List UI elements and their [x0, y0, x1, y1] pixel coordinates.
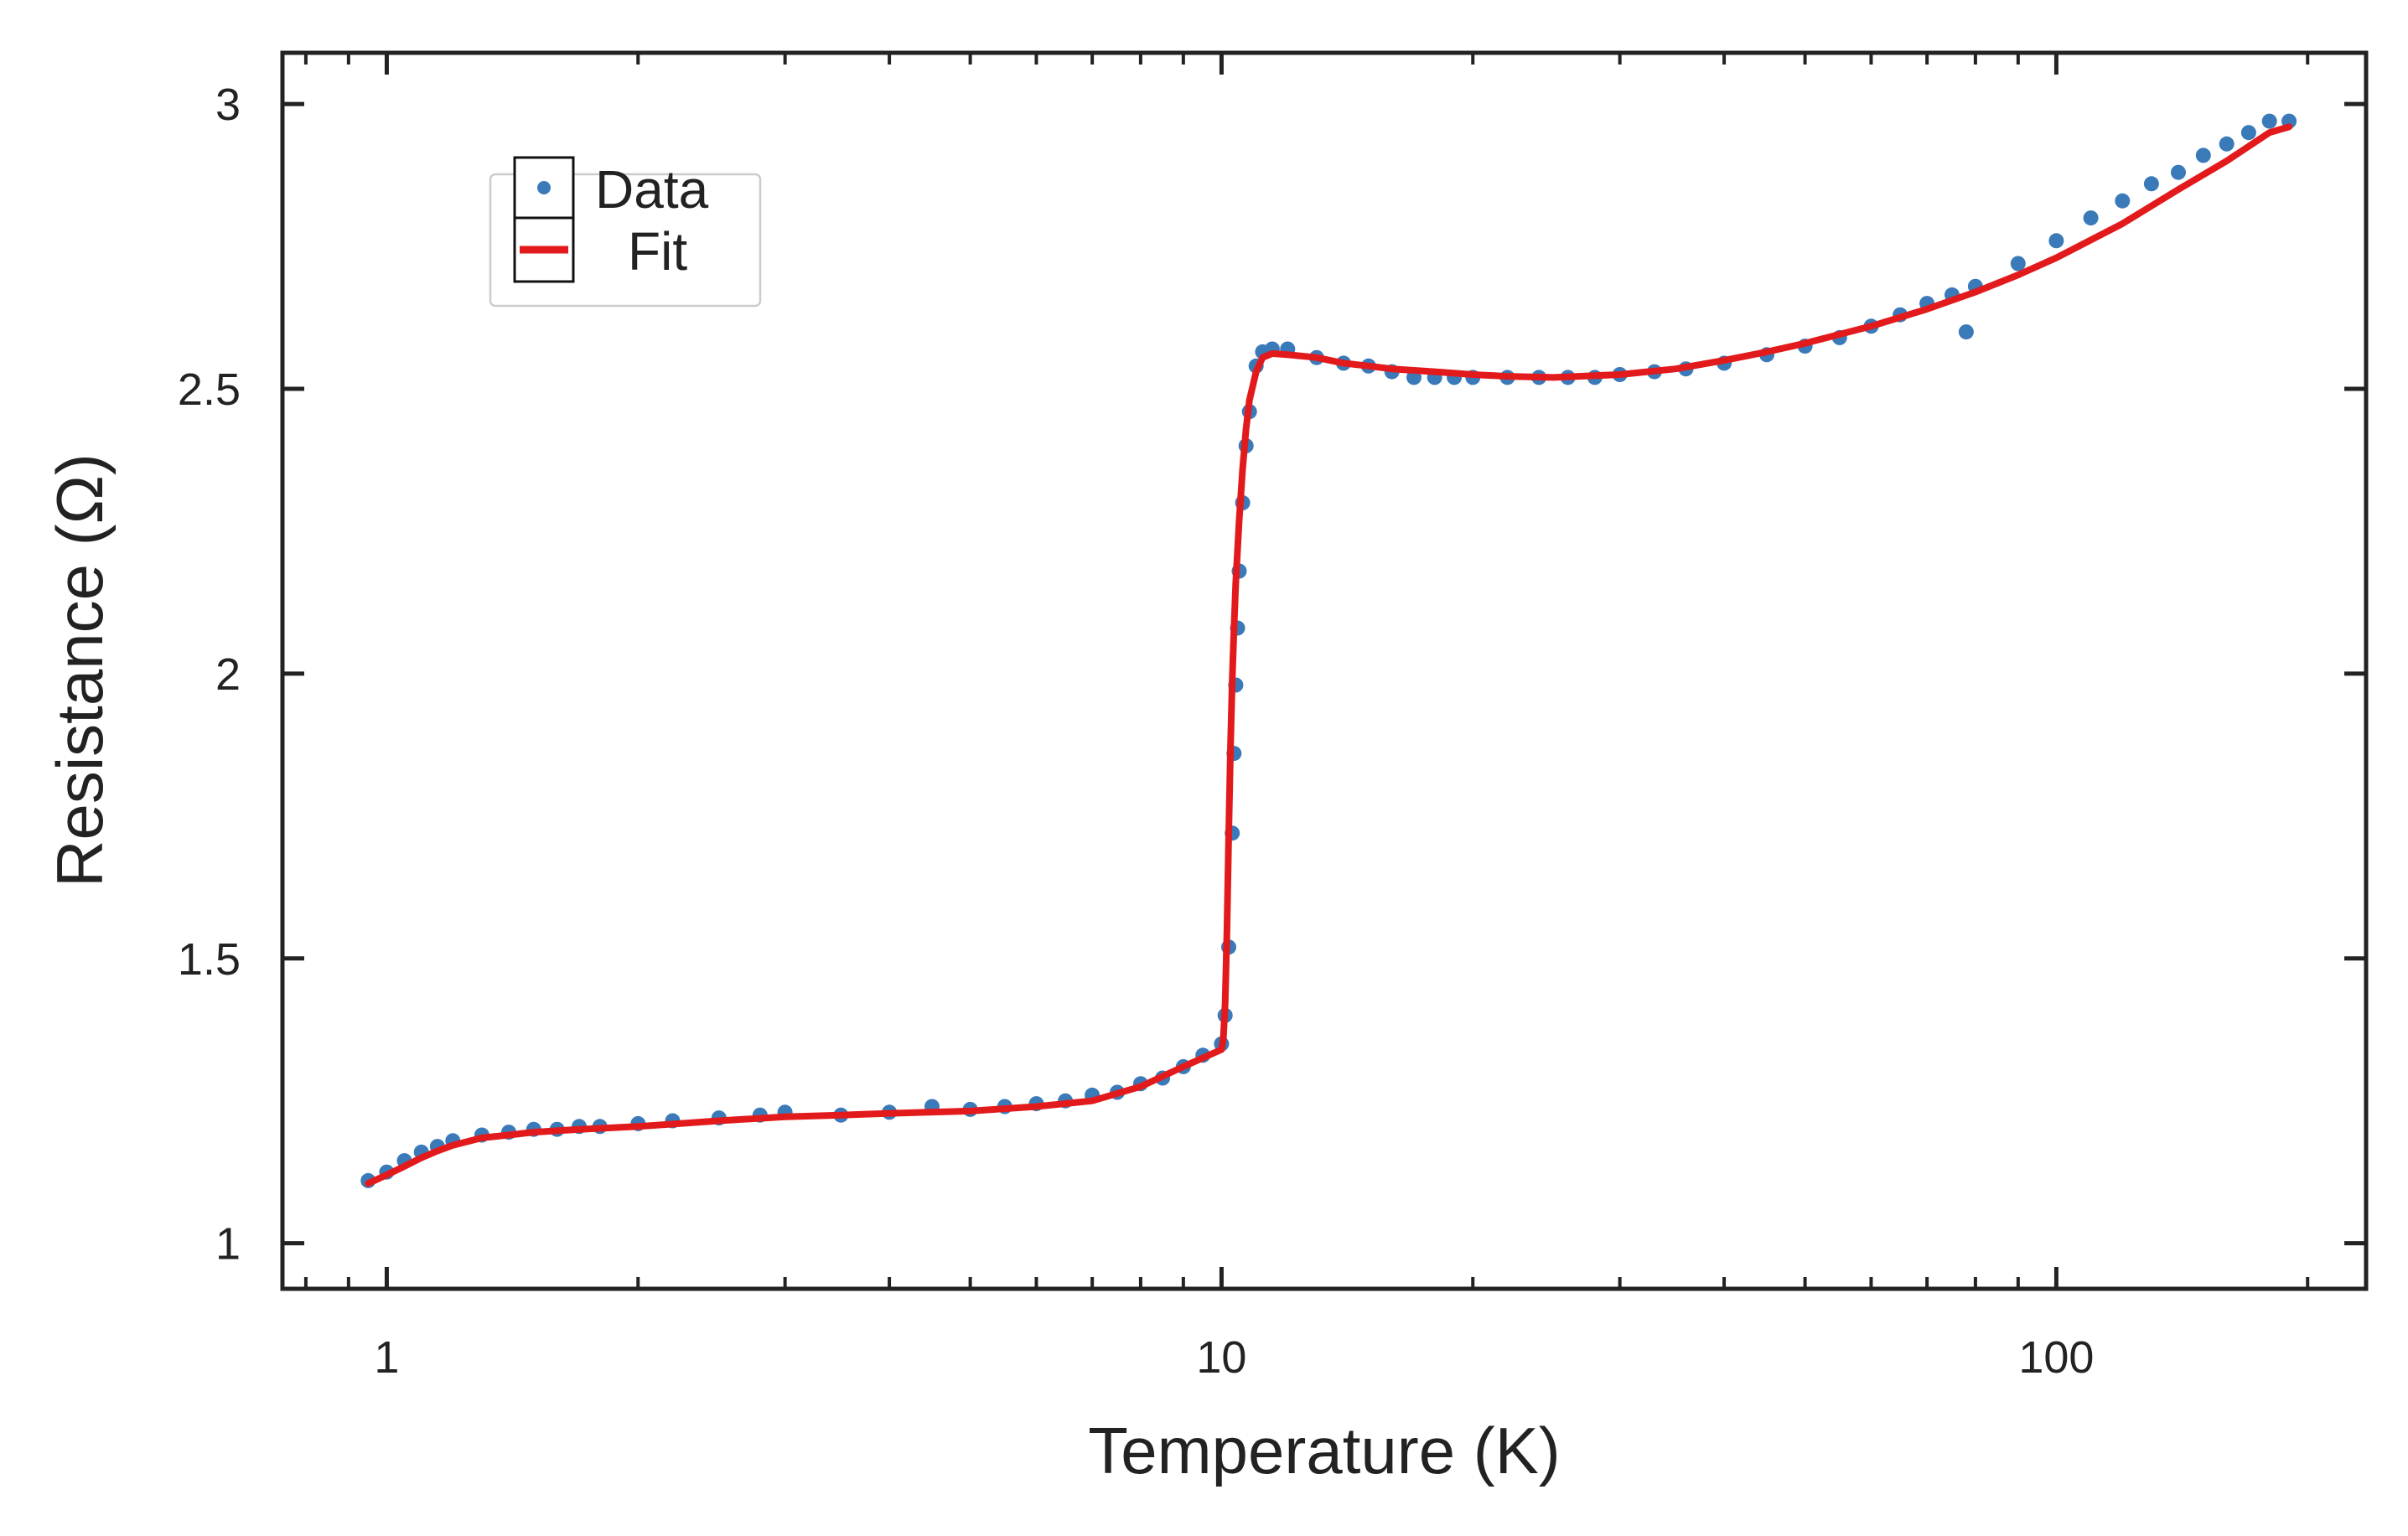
x-tick-label: 100: [2018, 1332, 2094, 1383]
data-point: [2143, 176, 2159, 192]
x-tick-label: 10: [1196, 1332, 1246, 1383]
data-point: [2048, 233, 2064, 249]
legend: Data Fit: [489, 156, 762, 308]
data-point: [2261, 113, 2277, 129]
data-point: [2083, 210, 2099, 226]
x-axis-ticks: 1 10 100: [303, 53, 2310, 1383]
legend-fit-label: Fit: [628, 221, 687, 282]
data-point: [2010, 256, 2026, 272]
data-point: [2219, 136, 2235, 152]
data-point: [2171, 164, 2186, 180]
y-tick-label: 3: [215, 80, 241, 130]
legend-data-swatch-box: [513, 156, 575, 220]
y-tick-label: 1.5: [178, 934, 241, 985]
x-axis-title: Temperature (K): [1088, 1414, 1561, 1487]
y-tick-label: 2: [215, 649, 241, 700]
y-axis-ticks: 1 1.5 2 2.5 3: [178, 80, 2366, 1270]
legend-data-label: Data: [595, 159, 709, 220]
y-axis-title: Resistance (Ω): [43, 453, 117, 887]
fit-series-group: [365, 123, 2293, 1187]
y-tick-label: 1: [215, 1219, 241, 1270]
data-point: [1958, 324, 1974, 340]
fit-line: [365, 123, 2293, 1187]
y-tick-label: 2.5: [178, 365, 241, 415]
legend-data-marker: [537, 181, 551, 194]
data-point: [2240, 125, 2256, 141]
data-point: [2115, 193, 2131, 209]
data-point: [2195, 147, 2211, 163]
x-tick-label: 1: [374, 1332, 399, 1383]
